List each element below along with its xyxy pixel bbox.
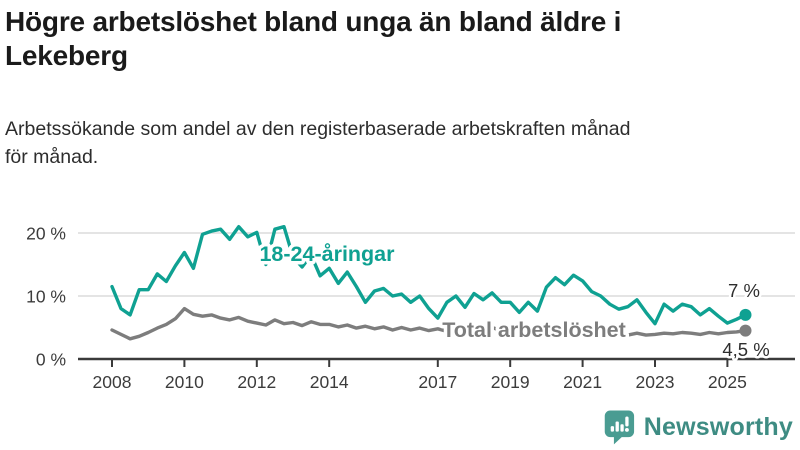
youth-series-label: 18-24-åringar bbox=[259, 242, 395, 266]
chart-title-line1: Högre arbetslöshet bland unga än bland ä… bbox=[5, 6, 622, 37]
youth-end-dot bbox=[739, 308, 752, 321]
x-tick-label-2010: 2010 bbox=[165, 372, 204, 392]
x-tick-label-2023: 2023 bbox=[636, 372, 675, 392]
total-end-value-label: 4,5 % bbox=[722, 339, 769, 360]
bar-chart-bar-3 bbox=[620, 424, 624, 432]
chart-subtitle-line2: för månad. bbox=[5, 145, 99, 168]
x-tick-label-2019: 2019 bbox=[491, 372, 530, 392]
total-end-dot bbox=[739, 324, 752, 337]
x-tick-label-2014: 2014 bbox=[310, 372, 349, 392]
x-tick-label-2025: 2025 bbox=[708, 372, 747, 392]
newsworthy-icon bbox=[604, 410, 634, 445]
total-series-label: Total arbetslöshet bbox=[442, 318, 626, 342]
total-series-line bbox=[110, 306, 748, 341]
y-tick-label-0: 0 % bbox=[36, 350, 66, 370]
newsworthy-logo[interactable]: Newsworthy bbox=[602, 408, 793, 446]
youth-series-line bbox=[110, 224, 748, 326]
x-tick-label-2008: 2008 bbox=[93, 372, 132, 392]
x-tick-label-2021: 2021 bbox=[563, 372, 602, 392]
youth-end-value-label: 7 % bbox=[728, 280, 760, 301]
chart-subtitle: Arbetssökande som andel av den registerb… bbox=[5, 116, 791, 171]
x-tick-label-2012: 2012 bbox=[237, 372, 276, 392]
exclamation-stem bbox=[625, 416, 629, 427]
chart-subtitle-line1: Arbetssökande som andel av den registerb… bbox=[5, 118, 631, 140]
newsworthy-wordmark: Newsworthy bbox=[643, 412, 793, 441]
exclamation-dot bbox=[624, 428, 629, 432]
x-tick-label-2017: 2017 bbox=[418, 372, 457, 392]
bar-chart-bar-1 bbox=[610, 426, 614, 432]
speech-bubble-shape bbox=[604, 410, 634, 445]
chart-title: Högre arbetslöshet bland unga än bland ä… bbox=[5, 5, 791, 72]
bar-chart-bar-2 bbox=[615, 421, 619, 432]
y-tick-label-10: 10 % bbox=[26, 287, 66, 307]
chart-title-line2: Lekeberg bbox=[5, 39, 128, 71]
y-tick-label-20: 20 % bbox=[26, 224, 66, 244]
